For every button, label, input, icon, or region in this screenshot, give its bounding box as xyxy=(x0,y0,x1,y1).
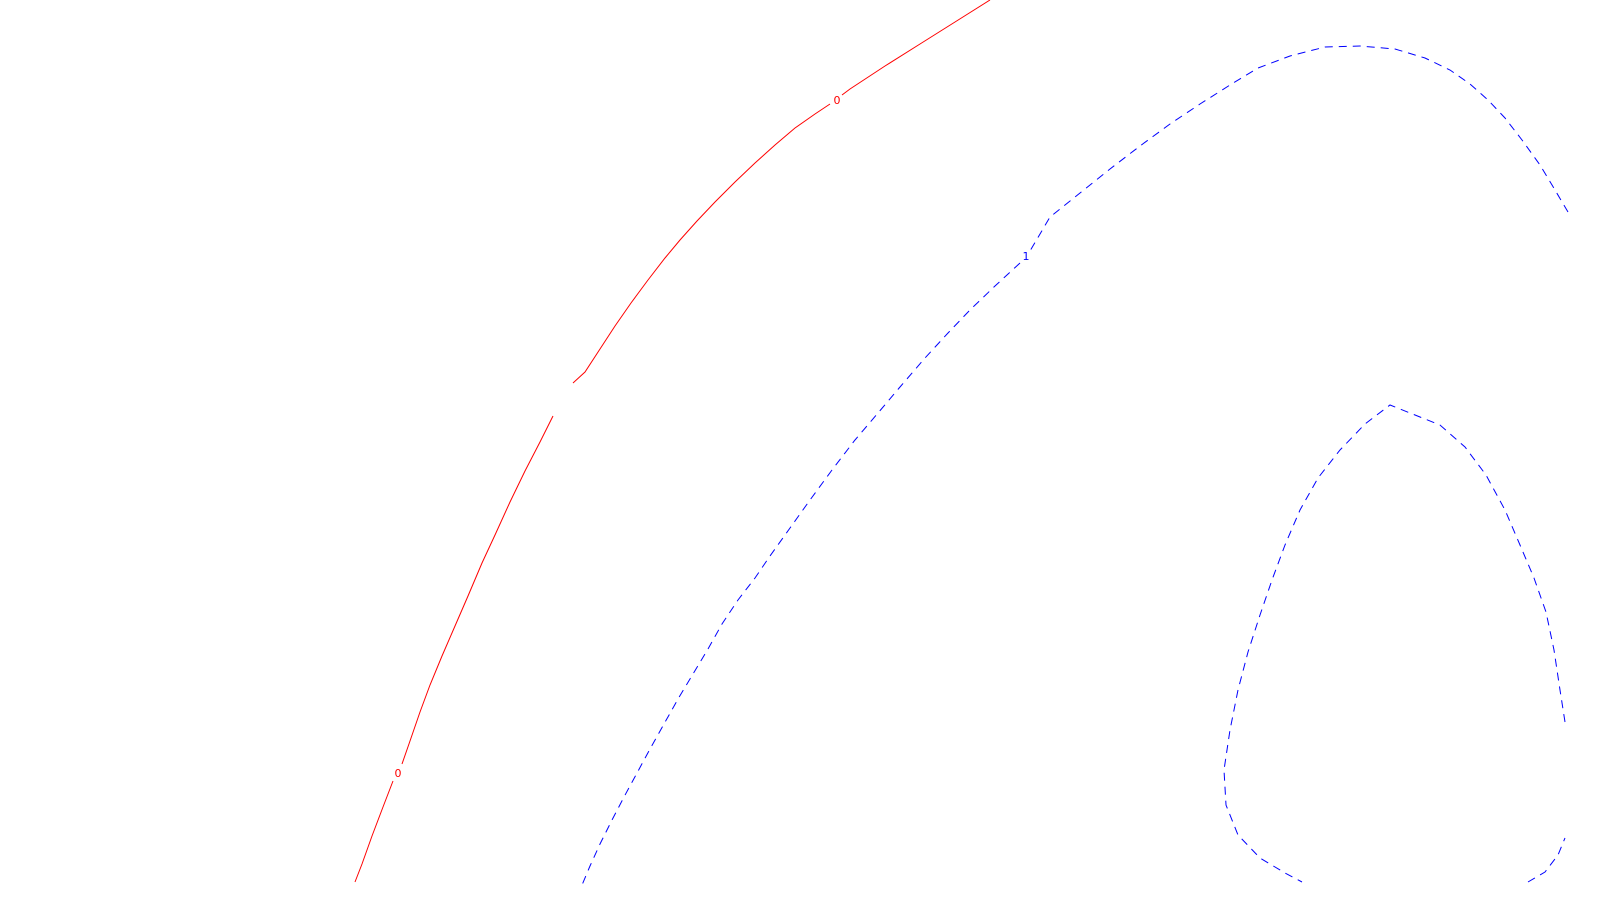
contour-label-level-0: 0 xyxy=(834,94,841,107)
contour-line-level-1 xyxy=(1223,404,1566,883)
contour-label-level-1: 1 xyxy=(1023,250,1030,263)
contour-line-level-1 xyxy=(1527,837,1566,883)
contour-line-level-0 xyxy=(354,780,394,883)
contour-line-level-1 xyxy=(1029,45,1569,252)
contour-line-level-0 xyxy=(572,103,831,384)
contour-label-level-0: 0 xyxy=(395,767,402,780)
contour-line-level-0 xyxy=(401,415,554,765)
contour-line-level-0 xyxy=(841,0,991,96)
contour-line-level-1 xyxy=(581,262,1021,886)
